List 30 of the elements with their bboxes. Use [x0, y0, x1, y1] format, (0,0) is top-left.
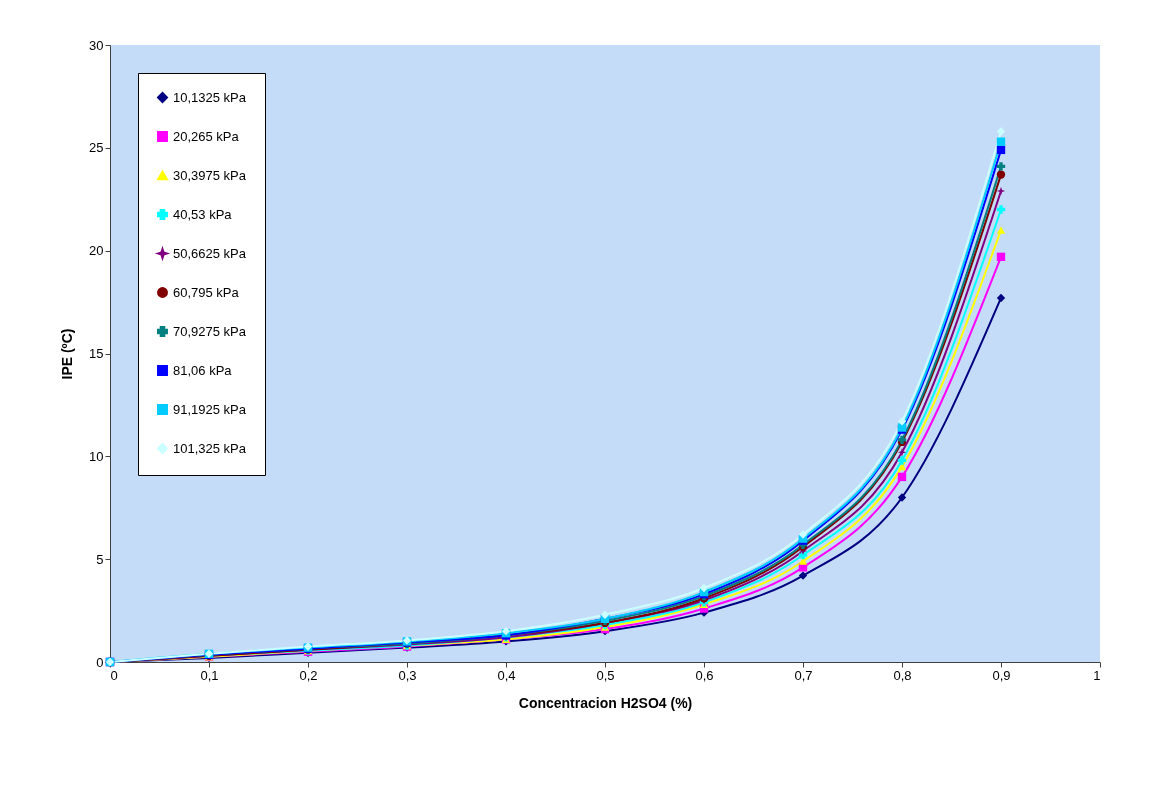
y-tick-label: 25 [89, 140, 104, 156]
legend-label: 70,9275 kPa [173, 323, 247, 339]
x-tick-label: 0 [110, 667, 118, 683]
legend-label: 81,06 kPa [173, 362, 233, 378]
legend-label: 10,1325 kPa [173, 89, 247, 105]
legend-label: 101,325 kPa [173, 440, 247, 456]
y-tick-label: 15 [89, 346, 104, 361]
x-tick-label: 0,6 [695, 667, 714, 683]
legend-label: 91,1925 kPa [173, 401, 247, 417]
legend-label: 30,3975 kPa [173, 167, 247, 183]
y-tick-label: 20 [89, 243, 104, 259]
x-tick-label: 0,7 [794, 667, 813, 683]
y-axis-title: IPE (ºC) [59, 328, 76, 380]
y-tick-label: 0 [96, 654, 104, 670]
x-tick-label: 0,1 [200, 667, 219, 683]
x-tick-label: 0,2 [299, 667, 318, 683]
y-tick-label: 10 [89, 448, 104, 464]
x-tick-label: 0,9 [992, 667, 1011, 683]
x-tick-label: 0,5 [596, 667, 615, 683]
legend-label: 60,795 kPa [173, 284, 240, 300]
legend-label: 20,265 kPa [173, 128, 240, 144]
legend-label: 50,6625 kPa [173, 245, 247, 261]
x-tick-label: 1 [1093, 667, 1101, 683]
x-axis-title: Concentracion H2SO4 (%) [518, 694, 693, 711]
x-tick-label: 0,4 [497, 667, 516, 683]
y-tick-label: 30 [89, 37, 104, 53]
y-tick-label: 5 [96, 551, 104, 567]
legend-label: 40,53 kPa [173, 206, 233, 222]
x-tick-label: 0,3 [398, 667, 417, 683]
x-tick-label: 0,8 [893, 667, 912, 683]
